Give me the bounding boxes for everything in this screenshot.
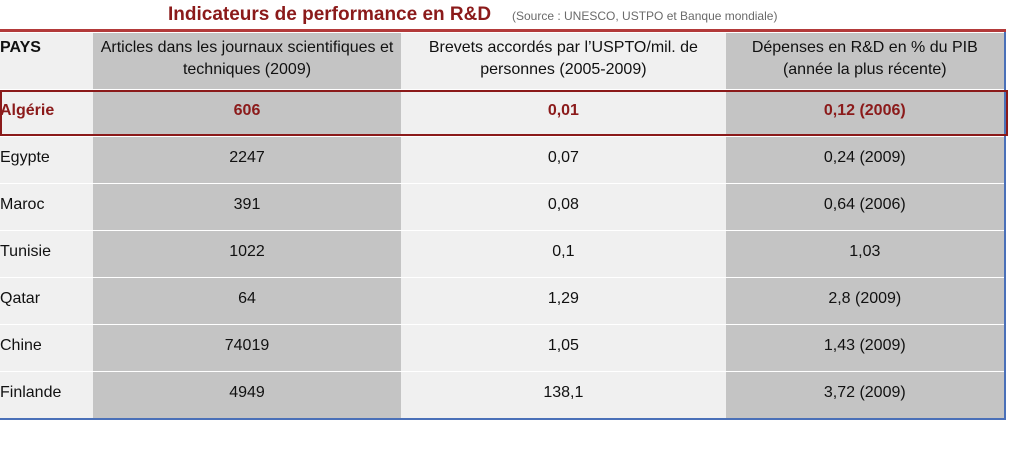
country-cell: Qatar (0, 278, 93, 324)
articles-cell: 391 (92, 184, 402, 230)
country-cell: Finlande (0, 372, 93, 418)
articles-cell: 64 (92, 278, 402, 324)
header-brevets: Brevets accordés par l’USPTO/mil. de per… (401, 33, 726, 89)
header-pays: PAYS (0, 33, 93, 89)
brevets-cell: 138,1 (401, 372, 726, 418)
articles-cell: 1022 (92, 231, 402, 277)
header-articles: Articles dans les journaux scientifiques… (92, 33, 402, 89)
articles-cell: 2247 (92, 137, 402, 183)
table-source: (Source : UNESCO, USTPO et Banque mondia… (512, 9, 778, 23)
country-cell: Algérie (0, 90, 93, 136)
depenses-cell: 0,12 (2006) (725, 90, 1005, 136)
table-title-bar: Indicateurs de performance en R&D (Sourc… (0, 0, 1024, 30)
brevets-cell: 1,29 (401, 278, 726, 324)
title-divider (0, 29, 1006, 32)
depenses-cell: 3,72 (2009) (725, 372, 1005, 418)
depenses-cell: 1,43 (2009) (725, 325, 1005, 371)
header-depenses: Dépenses en R&D en % du PIB (année la pl… (725, 33, 1005, 89)
table-row: Maroc 391 0,08 0,64 (2006) (0, 183, 1005, 230)
brevets-cell: 0,1 (401, 231, 726, 277)
country-cell: Maroc (0, 184, 93, 230)
articles-cell: 4949 (92, 372, 402, 418)
articles-cell: 74019 (92, 325, 402, 371)
table-row: Qatar 64 1,29 2,8 (2009) (0, 277, 1005, 324)
table-row-algerie: Algérie 606 0,01 0,12 (2006) (0, 89, 1008, 136)
depenses-cell: 2,8 (2009) (725, 278, 1005, 324)
table-row: Chine 74019 1,05 1,43 (2009) (0, 324, 1005, 371)
brevets-cell: 0,01 (401, 90, 726, 136)
table-row: Tunisie 1022 0,1 1,03 (0, 230, 1005, 277)
brevets-cell: 0,07 (401, 137, 726, 183)
depenses-cell: 0,64 (2006) (725, 184, 1005, 230)
brevets-cell: 1,05 (401, 325, 726, 371)
country-cell: Tunisie (0, 231, 93, 277)
table-row: Egypte 2247 0,07 0,24 (2009) (0, 136, 1005, 183)
depenses-cell: 1,03 (725, 231, 1005, 277)
table-header-row: PAYS Articles dans les journaux scientif… (0, 32, 1005, 89)
brevets-cell: 0,08 (401, 184, 726, 230)
country-cell: Egypte (0, 137, 93, 183)
table-row: Finlande 4949 138,1 3,72 (2009) (0, 371, 1005, 418)
articles-cell: 606 (92, 90, 402, 136)
rd-indicators-table: PAYS Articles dans les journaux scientif… (0, 32, 1008, 420)
depenses-cell: 0,24 (2009) (725, 137, 1005, 183)
country-cell: Chine (0, 325, 93, 371)
table-title: Indicateurs de performance en R&D (168, 4, 492, 25)
